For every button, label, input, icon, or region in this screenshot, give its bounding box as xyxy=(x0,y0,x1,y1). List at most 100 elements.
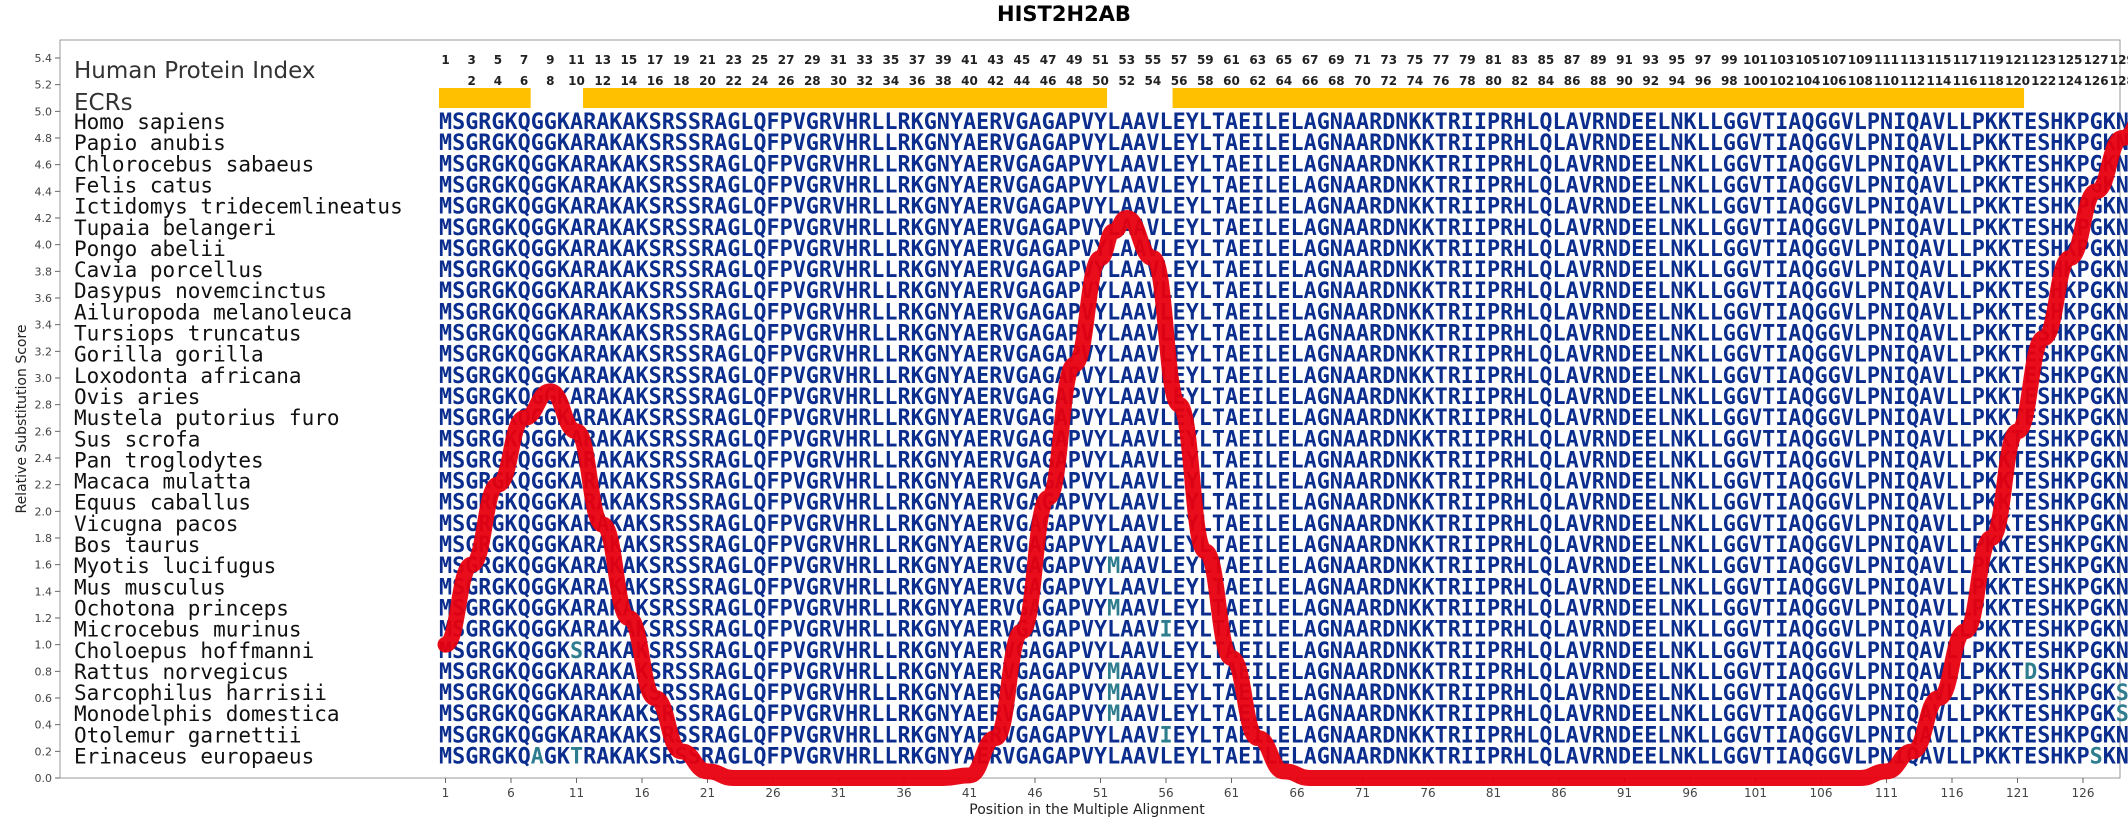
residue: N xyxy=(1670,745,1683,770)
y-tick-label: 3.2 xyxy=(35,345,53,358)
residue: D xyxy=(1618,131,1631,156)
residue: E xyxy=(2024,745,2037,770)
residue: G xyxy=(1736,745,1749,770)
human-index-number: 63 xyxy=(1249,53,1266,67)
residue: L xyxy=(740,110,753,135)
residue: R xyxy=(583,745,597,770)
residue: G xyxy=(1828,745,1841,770)
human-index-number: 87 xyxy=(1564,53,1581,67)
residue: R xyxy=(898,745,912,770)
human-index-number: 9 xyxy=(546,53,554,67)
residue: K xyxy=(911,110,925,135)
human-index-number: 13 xyxy=(594,53,611,67)
residue: Y xyxy=(1094,745,1108,770)
residue: V xyxy=(793,131,806,156)
human-index-number: 44 xyxy=(1014,74,1031,88)
residue: K xyxy=(1985,745,1999,770)
residue: F xyxy=(767,131,780,156)
human-index-number: 27 xyxy=(778,53,795,67)
human-index-number: 102 xyxy=(1769,74,1794,88)
residue: L xyxy=(1160,745,1173,770)
residue: E xyxy=(1238,110,1251,135)
residue: T xyxy=(1212,745,1225,770)
residue: V xyxy=(832,110,845,135)
residue: I xyxy=(1893,110,1906,135)
human-index-number: 59 xyxy=(1197,53,1214,67)
residue: K xyxy=(2103,745,2117,770)
y-tick-label: 5.4 xyxy=(35,52,53,65)
residue: L xyxy=(871,745,884,770)
human-index-number: 66 xyxy=(1302,74,1319,88)
residue: K xyxy=(1408,110,1422,135)
residue: L xyxy=(1946,110,1959,135)
residue: R xyxy=(478,131,492,156)
residue: E xyxy=(1173,110,1186,135)
residue: T xyxy=(2011,745,2024,770)
residue: V xyxy=(832,131,845,156)
residue: E xyxy=(1277,131,1290,156)
x-tick-label: 51 xyxy=(1093,786,1108,800)
residue: L xyxy=(1199,745,1212,770)
residue: L xyxy=(1553,131,1566,156)
human-index-number: 62 xyxy=(1249,74,1266,88)
x-tick-label: 21 xyxy=(700,786,715,800)
residue: H xyxy=(845,110,858,135)
residue: T xyxy=(1762,131,1775,156)
residue: N xyxy=(937,131,950,156)
human-index-number: 17 xyxy=(647,53,664,67)
residue: V xyxy=(1579,110,1592,135)
residue: K xyxy=(1985,110,1999,135)
residue: D xyxy=(1382,110,1395,135)
residue: L xyxy=(884,110,897,135)
human-index-number: 57 xyxy=(1171,53,1188,67)
species-label: Erinaceus europaeus xyxy=(74,745,314,769)
y-tick-label: 0.6 xyxy=(35,692,53,705)
residue: N xyxy=(1395,110,1408,135)
human-index-number: 84 xyxy=(1538,74,1555,88)
residue: P xyxy=(1068,131,1081,156)
residue: E xyxy=(1238,745,1251,770)
residue: A xyxy=(1788,110,1801,135)
residue: R xyxy=(478,110,492,135)
y-tick-label: 5.2 xyxy=(35,79,53,92)
human-index-number: 83 xyxy=(1511,53,1528,67)
residue: S xyxy=(2090,745,2103,770)
residue: L xyxy=(1710,110,1723,135)
residue: I xyxy=(1775,131,1788,156)
residue: K xyxy=(1422,745,1436,770)
residue: R xyxy=(478,745,492,770)
human-index-number: 70 xyxy=(1354,74,1371,88)
residue: L xyxy=(1946,131,1959,156)
residue: R xyxy=(858,131,872,156)
residue: F xyxy=(767,745,780,770)
residue: G xyxy=(924,110,937,135)
residue: I xyxy=(1775,745,1788,770)
human-index-number: 52 xyxy=(1118,74,1135,88)
residue: K xyxy=(609,110,623,135)
residue: Q xyxy=(518,745,531,770)
residue: V xyxy=(1146,131,1159,156)
residue: G xyxy=(1815,131,1828,156)
human-index-number: 99 xyxy=(1721,53,1738,67)
residue: Y xyxy=(950,110,964,135)
residue: A xyxy=(1055,131,1068,156)
y-tick-label: 4.2 xyxy=(35,212,53,225)
residue: F xyxy=(767,110,780,135)
residue: L xyxy=(1107,110,1120,135)
human-index-number: 73 xyxy=(1380,53,1397,67)
human-index-label: Human Protein Index xyxy=(74,58,316,84)
residue: A xyxy=(1919,110,1932,135)
residue: A xyxy=(570,131,583,156)
human-index-number: 72 xyxy=(1380,74,1397,88)
residue: V xyxy=(1932,110,1945,135)
human-index-number: 67 xyxy=(1302,53,1319,67)
residue: P xyxy=(2077,110,2090,135)
residue: P xyxy=(1867,131,1880,156)
residue: V xyxy=(1841,131,1854,156)
residue: I xyxy=(1474,745,1487,770)
human-index-number: 61 xyxy=(1223,53,1240,67)
human-index-number: 112 xyxy=(1900,74,1925,88)
residue: S xyxy=(452,131,465,156)
x-tick-label: 36 xyxy=(896,786,911,800)
residue: L xyxy=(1710,745,1723,770)
